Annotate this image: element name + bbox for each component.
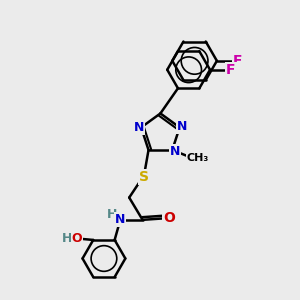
Text: F: F <box>233 54 242 68</box>
Text: O: O <box>72 232 82 245</box>
Text: CH₃: CH₃ <box>186 153 209 163</box>
Text: S: S <box>139 170 149 184</box>
Text: N: N <box>170 145 180 158</box>
Text: N: N <box>115 213 125 226</box>
Text: F: F <box>226 63 236 77</box>
Text: H: H <box>62 232 73 245</box>
Text: N: N <box>134 121 144 134</box>
Text: H: H <box>107 208 117 221</box>
Text: N: N <box>177 120 187 133</box>
Text: O: O <box>164 212 175 225</box>
